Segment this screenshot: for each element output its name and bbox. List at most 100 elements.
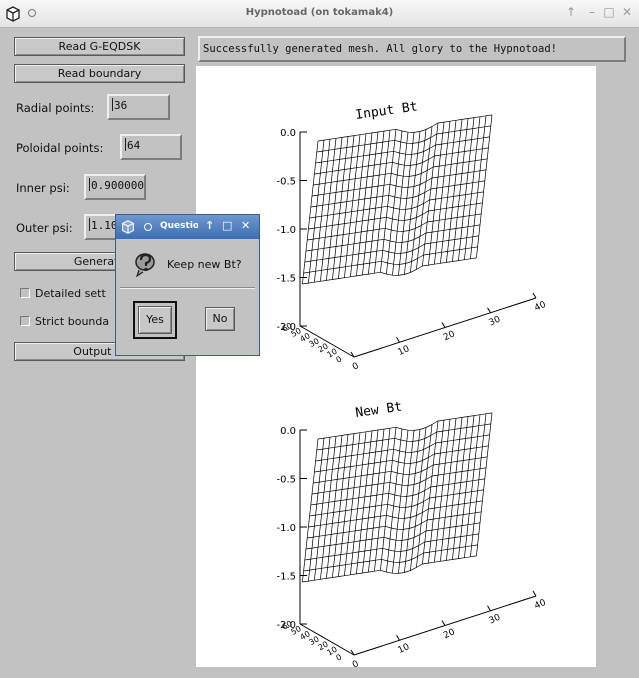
mesh-line (344, 134, 361, 278)
mesh-line (311, 467, 487, 495)
z-tick-label: -1.5 (276, 572, 296, 583)
mesh-line (416, 126, 433, 270)
mesh-line (308, 202, 483, 230)
mesh-line (428, 122, 445, 266)
x-tick (532, 292, 537, 299)
minimize-icon[interactable]: – (589, 5, 595, 19)
y-tick-label: 10 (326, 347, 339, 360)
mesh-line (470, 413, 487, 557)
dialog-shade-icon[interactable]: ↑ (205, 219, 215, 232)
mesh-line (464, 414, 481, 558)
x-tick-label: 0 (351, 361, 361, 373)
y-tick-label: 50 (290, 326, 303, 339)
mesh-line (316, 125, 491, 153)
checkbox-box[interactable] (20, 288, 30, 298)
poloidal-points-input[interactable]: 64 (120, 134, 182, 160)
y-tick-label: 30 (308, 634, 321, 647)
inner-psi-label: Inner psi: (16, 181, 70, 195)
mesh-line (356, 430, 373, 574)
z-tick-label: -1.0 (276, 225, 296, 236)
window-titlebar[interactable]: Hypnotoad (on tokamak4) ↑ – □ ✕ (0, 0, 639, 28)
detailed-settings-checkbox[interactable]: Detailed sett (20, 287, 106, 300)
mesh-line (307, 511, 482, 539)
mesh-line (303, 246, 478, 274)
inner-psi-input[interactable]: 0.900000 (84, 174, 146, 200)
no-button[interactable]: No (205, 307, 235, 331)
shade-up-icon[interactable]: ↑ (565, 5, 577, 19)
y-tick-label: 0 (335, 652, 344, 662)
y-axis (299, 623, 355, 656)
checkbox-box[interactable] (20, 316, 30, 326)
mesh-line (305, 522, 481, 550)
app-cube-icon (6, 6, 20, 22)
y-tick-label: 40 (299, 331, 312, 344)
mesh-line (314, 139, 331, 283)
y-tick-label: 20 (317, 640, 330, 653)
x-tick (487, 307, 491, 314)
mesh-line (326, 435, 343, 579)
dialog-maximize-icon[interactable]: □ (222, 219, 233, 232)
mesh-line (315, 434, 490, 462)
mesh-line (422, 420, 439, 565)
mesh-line (362, 429, 379, 574)
mesh-line (452, 118, 469, 262)
mesh-line (446, 119, 463, 263)
mesh-line (416, 424, 433, 568)
maximize-icon[interactable]: □ (603, 5, 615, 19)
mesh-line (309, 489, 484, 517)
mesh-line (302, 438, 319, 583)
z-tick-label: -0.5 (276, 177, 296, 188)
surface-plot-2: New Bt0.0-0.5-1.0-1.5-2.0010203040010203… (276, 400, 547, 667)
mesh-line (350, 431, 367, 575)
mesh-line (440, 120, 457, 264)
z-tick-label: -1.5 (276, 274, 296, 285)
x-tick-label: 40 (533, 598, 548, 612)
mesh-line (386, 428, 403, 573)
x-tick (441, 322, 446, 328)
x-tick-label: 40 (533, 300, 548, 314)
mesh-line (302, 140, 319, 285)
mesh-line (332, 136, 349, 280)
mesh-line (362, 131, 379, 276)
mesh-line (392, 132, 409, 276)
mesh-line (302, 257, 477, 285)
mesh-line (309, 191, 484, 219)
mesh-line (404, 429, 421, 573)
question-dialog: Questio ↑ □ ✕ Keep new Bt? Yes No (115, 214, 260, 356)
z-tick-label: 0.0 (280, 426, 296, 437)
outer-psi-value: 1.10 (91, 219, 118, 232)
mesh-line (356, 132, 373, 276)
dialog-sticky-icon[interactable] (144, 223, 152, 231)
read-geqdsk-button[interactable]: Read G-EQDSK (14, 37, 185, 56)
mesh-line (428, 420, 445, 564)
dialog-title: Questio (160, 221, 198, 231)
poloidal-points-value: 64 (127, 139, 141, 152)
close-icon[interactable]: ✕ (621, 5, 633, 19)
strict-boundary-checkbox[interactable]: Strict bounda (20, 315, 109, 328)
mesh-line (476, 114, 493, 258)
mesh-line (344, 432, 361, 576)
mesh-line (380, 129, 397, 273)
mesh-line (305, 224, 481, 252)
mesh-line (314, 147, 489, 175)
mesh-line (374, 428, 391, 572)
dialog-close-icon[interactable]: ✕ (241, 219, 251, 232)
read-boundary-button[interactable]: Read boundary (14, 64, 185, 83)
mesh-line (303, 544, 478, 572)
yes-button[interactable]: Yes (138, 306, 172, 334)
z-tick-label: -1.0 (276, 523, 296, 534)
mesh-line (434, 419, 451, 563)
mesh-line (476, 412, 493, 556)
mesh-line (308, 438, 325, 582)
y-tick-label: 20 (317, 342, 330, 355)
default-button-frame (133, 301, 177, 339)
sticky-icon[interactable] (28, 9, 36, 17)
mesh-line (317, 412, 493, 440)
dialog-titlebar[interactable]: Questio ↑ □ ✕ (116, 215, 259, 239)
x-tick-label: 30 (488, 314, 503, 328)
strict-boundary-label: Strict bounda (35, 315, 110, 328)
mesh-line (404, 131, 421, 275)
radial-points-input[interactable]: 36 (107, 94, 170, 120)
dialog-message: Keep new Bt? (167, 258, 242, 271)
y-tick-label: 40 (299, 629, 312, 642)
